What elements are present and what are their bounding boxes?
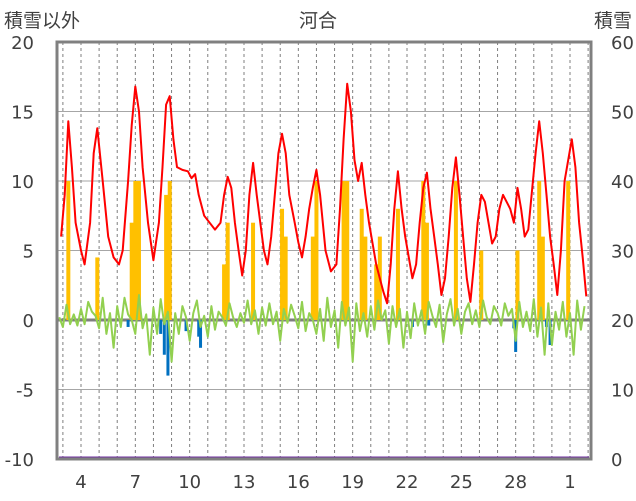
sunshine-bar: [424, 222, 429, 320]
sunshine-bar: [359, 208, 364, 320]
sunshine-bar: [283, 236, 288, 320]
x-tick-label: 10: [178, 472, 201, 493]
sunshine-bar: [167, 181, 172, 320]
sunshine-bar: [129, 222, 134, 320]
x-tick-label: 25: [450, 472, 473, 493]
y-right-tick-label: 20: [611, 311, 634, 332]
precipitation-bar: [162, 320, 166, 355]
x-tick-label: 13: [233, 472, 256, 493]
sunshine-bar: [314, 181, 319, 320]
x-tick-label: 28: [504, 472, 527, 493]
wind-line: [58, 294, 586, 363]
sunshine-bar: [453, 181, 458, 320]
y-left-tick-label: 20: [11, 33, 34, 54]
y-left-tick-label: 5: [23, 242, 34, 263]
y-left-tick-label: 15: [11, 103, 34, 124]
sunshine-bar: [345, 181, 350, 320]
y-left-tick-label: 10: [11, 172, 34, 193]
y-axis-right-title: 積雪: [593, 10, 632, 32]
temperature-line: [60, 82, 588, 305]
sunshine-bar: [66, 181, 71, 320]
precipitation-bar: [126, 320, 130, 327]
x-tick-label: 22: [396, 472, 419, 493]
precipitation-bar: [199, 320, 203, 348]
precipitation-bar: [197, 320, 201, 337]
x-tick-label: 16: [287, 472, 310, 493]
precipitation-bar: [166, 320, 170, 376]
sunshine-bar: [363, 236, 368, 320]
sunshine-bar: [136, 181, 141, 320]
sunshine-bar: [225, 222, 230, 320]
precipitation-bar: [184, 320, 188, 332]
sunshine-bar: [479, 250, 484, 320]
x-tick-label: 19: [341, 472, 364, 493]
plot-border: [55, 40, 593, 461]
y-right-tick-label: 50: [611, 103, 634, 124]
y-right-tick-label: 60: [611, 33, 634, 54]
precipitation-bar: [159, 320, 163, 334]
sunshine-bar: [280, 208, 285, 320]
sunshine-bar: [164, 194, 169, 320]
y-right-tick-label: 0: [611, 450, 622, 471]
plot-frame: [55, 40, 593, 461]
sunshine-bar: [341, 181, 346, 320]
chart-title: 河合: [298, 10, 338, 32]
sunshine-bar: [133, 181, 138, 320]
sunshine-bar: [251, 222, 256, 320]
sunshine-bar: [515, 250, 520, 320]
sunshine-bar: [540, 236, 545, 320]
y-left-tick-label: -5: [16, 381, 34, 402]
y-right-tick-label: 40: [611, 172, 634, 193]
bar-series: [66, 181, 571, 376]
y-left-tick-label: -10: [5, 450, 34, 471]
sunshine-bar: [537, 181, 542, 320]
x-tick-label: 4: [75, 472, 86, 493]
x-tick-label: 1: [564, 472, 575, 493]
sunshine-bar: [395, 208, 400, 320]
y-right-tick-label: 10: [611, 381, 634, 402]
sunshine-bar: [222, 264, 227, 320]
sunshine-bar: [95, 257, 100, 320]
sunshine-bar: [374, 264, 379, 320]
sunshine-bar: [421, 181, 426, 320]
y-axis-left-title: 積雪以外: [4, 10, 81, 32]
y-left-tick-label: 0: [23, 311, 34, 332]
precipitation-bar: [427, 320, 431, 326]
y-right-tick-label: 30: [611, 242, 634, 263]
sunshine-bar: [310, 236, 315, 320]
x-tick-label: 7: [130, 472, 141, 493]
sunshine-bar: [566, 181, 571, 320]
